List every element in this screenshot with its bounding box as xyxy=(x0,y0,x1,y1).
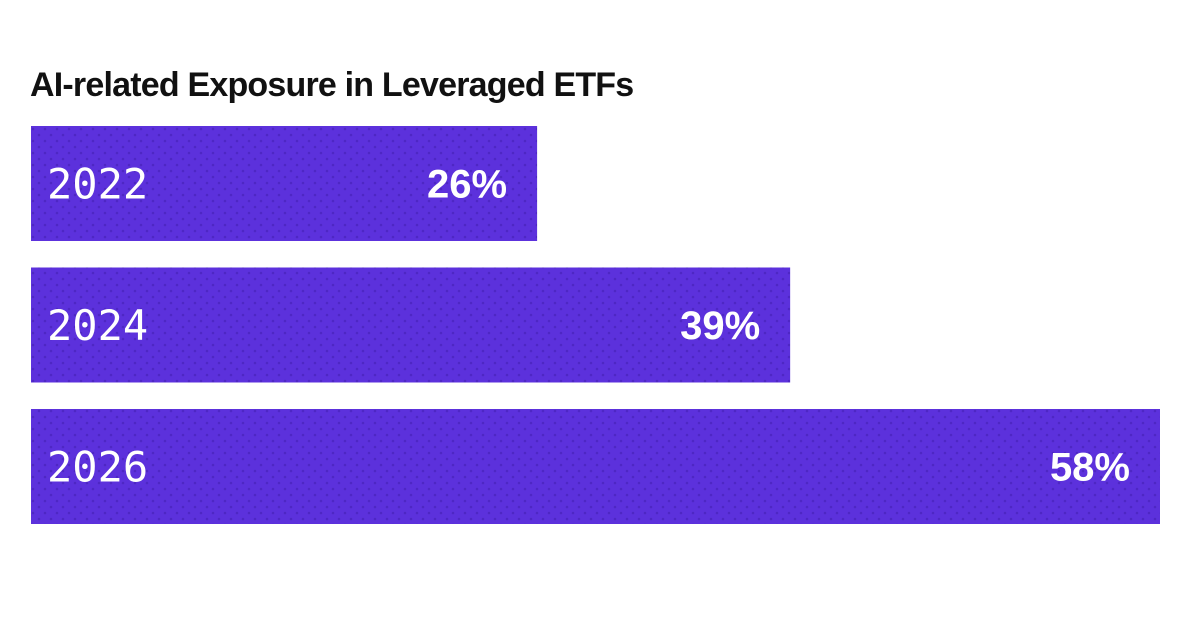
chart-title: AI-related Exposure in Leveraged ETFs xyxy=(30,66,634,104)
category-label-2024: 2024 xyxy=(47,301,148,350)
category-label-2026: 2026 xyxy=(47,443,148,492)
value-label-2022: 26% xyxy=(427,163,507,207)
bar-2024 xyxy=(31,267,791,383)
bar-2022 xyxy=(31,126,538,241)
category-label-2022: 2022 xyxy=(47,160,148,209)
bar-2026 xyxy=(31,409,1160,524)
value-label-2024: 39% xyxy=(680,304,760,348)
bars-group: 2022 26% 2024 39% 2026 58% xyxy=(31,126,1160,524)
value-label-2026: 58% xyxy=(1050,446,1130,490)
